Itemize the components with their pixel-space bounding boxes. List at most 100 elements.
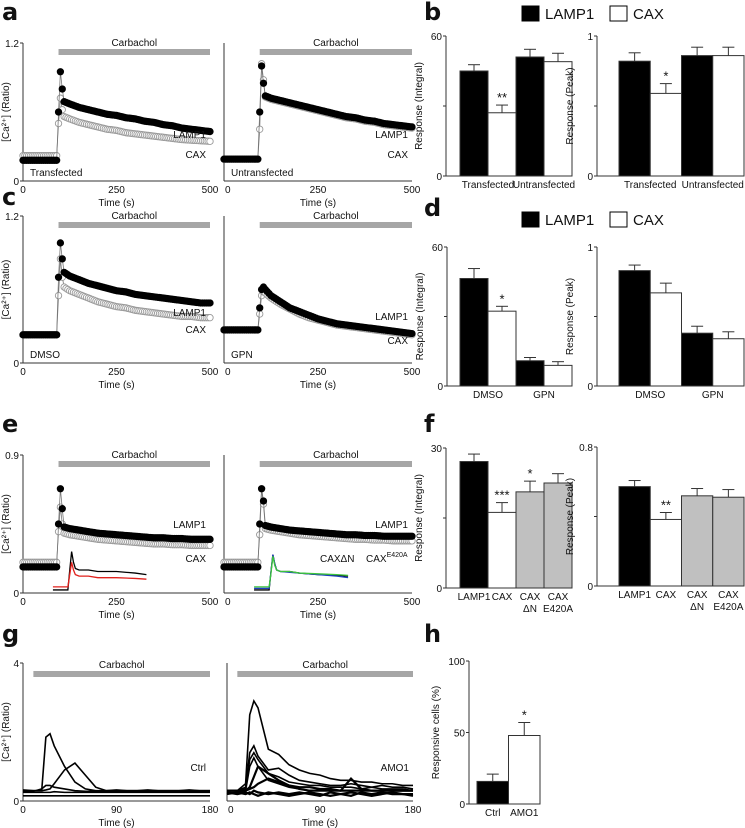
x-tick-label: 0: [228, 805, 234, 816]
panel-label-h: h: [424, 620, 441, 648]
category-label: CAX: [687, 590, 708, 601]
trace-label-lamp1: LAMP1: [375, 520, 408, 531]
trace-label-lamp1: LAMP1: [375, 312, 408, 323]
category-label: CAX: [548, 592, 569, 603]
trace-line: [226, 791, 414, 797]
x-axis-label: Time (s): [98, 610, 134, 621]
legend-label: LAMP1: [545, 212, 594, 229]
x-tick-label: 500: [202, 367, 219, 378]
inset-trace-label: CAXE420A: [366, 552, 408, 565]
x-tick-label: 250: [108, 597, 125, 608]
bar: [487, 310, 517, 387]
chart-g-left: 0 4 [Ca²⁺] (Ratio) 0 90 180 Time (s) Carbachol C…: [1, 659, 219, 828]
x-tick-label: 0: [225, 367, 231, 378]
data-point: [206, 535, 214, 543]
data-point: [53, 156, 61, 164]
stimulus-label: Carbachol: [111, 450, 157, 461]
condition-label: Ctrl: [190, 763, 206, 774]
y-tick-label: 4: [13, 659, 19, 670]
chart-b-peak: 0 1 Response (Peak) Transfected Untransfecte…: [565, 32, 745, 191]
y-tick-label: 0.8: [579, 443, 593, 454]
series-lamp1: [220, 283, 416, 338]
data-point: [408, 329, 416, 338]
inset-trace: [52, 562, 147, 588]
legend-label: CAX: [633, 212, 664, 229]
bar: [459, 461, 489, 589]
inset-label-sup: E420A: [387, 552, 408, 559]
data-point: [58, 255, 66, 263]
x-tick-label: 90: [314, 805, 326, 816]
y-axis-label: [Ca²⁺] (Ratio): [1, 260, 12, 320]
data-point: [254, 563, 262, 571]
significance-marker: **: [661, 498, 671, 513]
data-point: [256, 304, 264, 312]
category-label: DMSO: [635, 390, 665, 401]
inset-label-text: CAXΔN: [320, 554, 354, 565]
x-axis-label: Time (s): [300, 610, 336, 621]
y-tick-label: 60: [431, 32, 443, 43]
series-cax: [19, 503, 214, 566]
x-tick-label: 250: [310, 597, 327, 608]
y-axis-label: [Ca²⁺] (Ratio): [1, 494, 12, 554]
y-tick-label: 0: [13, 797, 19, 808]
x-tick-label: 0: [20, 805, 26, 816]
category-label: Untransfected: [682, 180, 744, 191]
bar: [543, 364, 573, 387]
y-tick-label: 100: [448, 657, 465, 668]
condition-label: GPN: [231, 350, 253, 361]
data-point: [53, 331, 61, 339]
bar: [712, 338, 745, 387]
series-lamp1: [220, 485, 416, 571]
data-point: [254, 155, 262, 163]
panel-label-f: f: [424, 410, 435, 438]
x-tick-label: 180: [202, 805, 219, 816]
category-label: GPN: [702, 390, 724, 401]
condition-label: DMSO: [30, 350, 60, 361]
y-tick-label: 0: [436, 172, 442, 183]
legend-swatch-lamp1: [521, 5, 540, 22]
x-tick-label: 500: [202, 185, 219, 196]
x-axis-label: Time (s): [98, 818, 134, 828]
bar: [681, 495, 714, 587]
stimulus-label: Carbachol: [99, 660, 145, 671]
y-tick-label: 0: [13, 589, 19, 600]
data-point: [56, 239, 65, 247]
series-lamp1: [220, 62, 416, 163]
carbachol-bar: [259, 461, 412, 467]
x-tick-label: 0: [20, 185, 26, 196]
category-label: LAMP1: [458, 592, 491, 603]
data-point: [254, 326, 262, 334]
x-tick-label: 500: [404, 597, 421, 608]
y-tick-label: 1.2: [5, 212, 19, 223]
x-tick-label: 0: [225, 597, 231, 608]
legend-d: LAMP1 CAX: [521, 211, 664, 229]
data-point: [257, 62, 266, 70]
chart-a-right: 0 250 500 Time (s) Carbachol CAX LAMP1 Untransf…: [220, 38, 421, 209]
data-point: [58, 85, 66, 93]
y-tick-label: 1.2: [5, 39, 19, 50]
category-label: Untransfected: [513, 180, 575, 191]
category-label: LAMP1: [618, 590, 651, 601]
y-tick-label: 0: [587, 582, 593, 593]
inset-label-text: CAX: [366, 554, 387, 565]
data-point: [257, 485, 266, 493]
bar: [487, 511, 517, 589]
bar: [618, 60, 651, 177]
y-tick-label: 0: [459, 800, 465, 811]
bar: [508, 735, 541, 805]
category-label: CAX: [718, 590, 739, 601]
bar: [618, 270, 651, 387]
trace-line: [23, 258, 210, 336]
chart-a-left: 0 1.2 [Ca²⁺] (Ratio) 0 250 500 Time (s) Carbach…: [1, 38, 219, 209]
x-tick-label: 250: [108, 367, 125, 378]
y-tick-label: 1: [587, 32, 593, 43]
chart-h: 0 50 100 Responsive cells (%) Ctrl AMO1 *: [431, 657, 541, 819]
inset-trace: [254, 556, 349, 588]
y-tick-label: 0: [437, 382, 443, 393]
panel-label-d: d: [424, 194, 441, 222]
bar: [515, 491, 545, 589]
data-point: [256, 125, 264, 133]
trace-line: [227, 698, 413, 792]
significance-marker: *: [499, 291, 504, 306]
